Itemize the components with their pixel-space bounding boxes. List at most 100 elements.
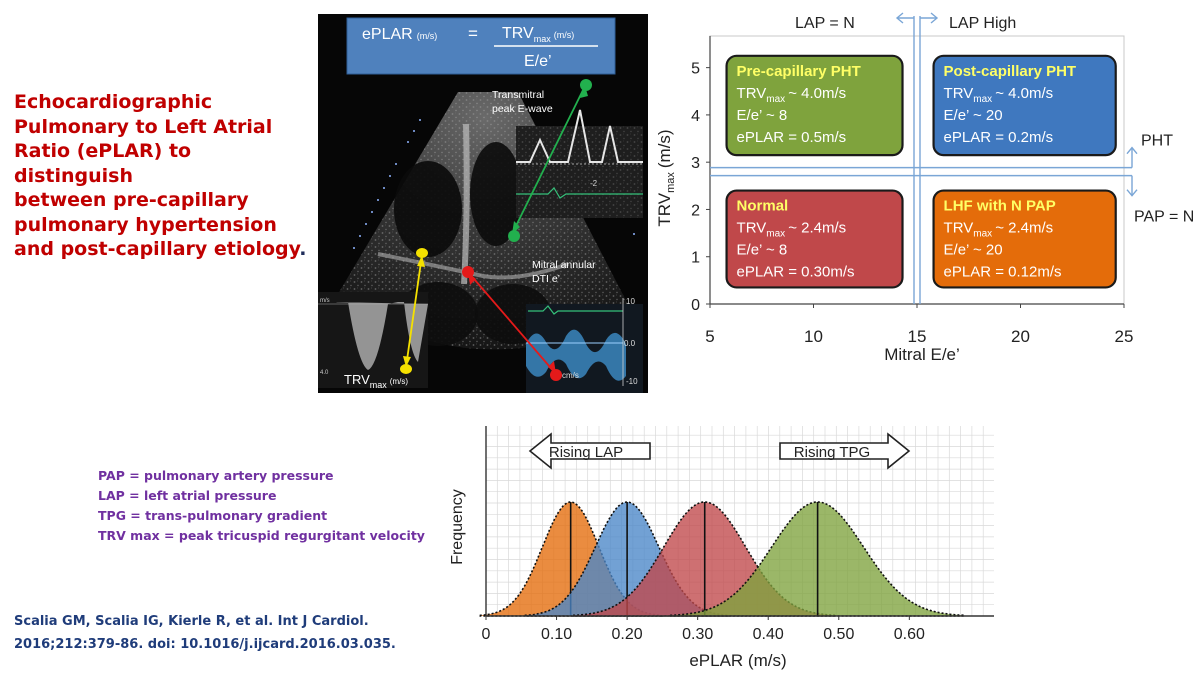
distribution-axes: 0 0.10 0.20 0.30 0.40 0.50 0.60 bbox=[482, 426, 994, 643]
rising-lap-label: Rising LAP bbox=[549, 444, 623, 461]
dti-label-1: Mitral annular bbox=[532, 259, 596, 271]
formula-equals: = bbox=[468, 24, 478, 43]
dti-unit: cm/s bbox=[562, 371, 579, 380]
trv-value: ~ 4.0m/s bbox=[788, 85, 846, 102]
quadrant-x-tick-label: 15 bbox=[908, 327, 927, 346]
e-wave-label-2: peak E-wave bbox=[492, 103, 553, 115]
pht-label: PHT bbox=[1141, 133, 1173, 150]
distribution-x-tick-label: 0 bbox=[482, 626, 491, 643]
title-line-text: and post-capillary etiology bbox=[14, 238, 300, 260]
trv-value: ~ 4.0m/s bbox=[995, 85, 1053, 102]
quadrant-y-tick-label: 5 bbox=[691, 61, 700, 78]
title-line: Echocardiographic bbox=[14, 91, 213, 113]
quadrant-y-tick-label: 3 bbox=[691, 155, 700, 172]
yellow-arrow bbox=[405, 254, 423, 368]
quadrant-y-tick-label: 1 bbox=[691, 250, 700, 267]
quadrant-box-trv: TRVmax ~ 4.0m/s bbox=[944, 85, 1054, 105]
trv-label: TRV bbox=[344, 372, 370, 387]
dti-marker-bottom bbox=[550, 369, 562, 381]
distribution-x-tick-label: 0.30 bbox=[682, 626, 713, 643]
e-wave-label-1: Transmitral bbox=[492, 89, 544, 101]
title-period: . bbox=[299, 238, 307, 260]
quadrant-box-title: Normal bbox=[737, 198, 789, 215]
trv-abbrev: TRV bbox=[737, 85, 767, 102]
trv-label-unit: (m/s) bbox=[390, 377, 409, 386]
trv-abbrev-sub: max bbox=[766, 94, 785, 105]
formula-numerator-unit: (m/s) bbox=[554, 30, 575, 40]
trv-abbrev: TRV bbox=[737, 220, 767, 237]
quadrant-box-post: Post-capillary PHT TRVmax ~ 4.0m/s E/e’ ~ 2… bbox=[932, 54, 1117, 157]
formula-numerator: TRV bbox=[502, 25, 534, 42]
quadrant-y-tick-label: 0 bbox=[691, 297, 700, 314]
formula-lhs: ePLAR bbox=[362, 26, 413, 43]
dti-tick-top: 10 bbox=[626, 297, 635, 306]
citation-line: Scalia GM, Scalia IG, Kierle R, et al. I… bbox=[14, 614, 369, 629]
quadrant-y-tick-label: 2 bbox=[691, 202, 700, 219]
dti-signal bbox=[526, 329, 626, 381]
quadrant-box-title: LHF with N PAP bbox=[944, 198, 1056, 215]
trv-abbrev-sub: max bbox=[973, 229, 992, 240]
svg-text:TRVmax(m/s): TRVmax (m/s) bbox=[655, 129, 677, 226]
quadrant-y-tick-label: 4 bbox=[691, 108, 700, 125]
green-arrow bbox=[511, 85, 586, 235]
distribution-x-axis-label: ePLAR (m/s) bbox=[689, 651, 786, 670]
left-ventricle bbox=[470, 142, 522, 246]
formula-lhs-unit: (m/s) bbox=[417, 31, 438, 41]
title-line: and post-capillary etiology. bbox=[14, 237, 314, 262]
quadrant-box-eplar: ePLAR = 0.30m/s bbox=[737, 264, 855, 281]
quadrant-y-axis-label-sub: max bbox=[665, 172, 677, 193]
trv-marker-top bbox=[416, 248, 428, 258]
distribution-x-tick-label: 0.40 bbox=[753, 626, 784, 643]
quadrant-box-eplar: ePLAR = 0.5m/s bbox=[737, 129, 847, 146]
quadrant-x-axis-label: Mitral E/e’ bbox=[884, 345, 960, 364]
trv-abbrev-sub: max bbox=[973, 94, 992, 105]
quadrant-axes: 0 1 2 3 4 5 5 10 15 20 25 bbox=[691, 36, 1133, 346]
quadrant-box-trv: TRVmax ~ 4.0m/s bbox=[737, 85, 847, 105]
trv-label-sub: max bbox=[370, 380, 388, 390]
quadrant-box-trv: TRVmax ~ 2.4m/s bbox=[944, 220, 1054, 240]
dti-label-2: DTI e’ bbox=[532, 273, 560, 285]
quadrant-box-eplar: ePLAR = 0.2m/s bbox=[944, 129, 1054, 146]
right-ventricle bbox=[394, 161, 462, 257]
lap-normal-label: LAP = N bbox=[795, 15, 855, 32]
quadrant-y-axis-label-unit: (m/s) bbox=[655, 129, 674, 168]
formula-numerator-sub: max bbox=[534, 34, 552, 44]
e-wave-marker-bottom bbox=[508, 230, 520, 242]
quadrant-x-tick-label: 10 bbox=[804, 327, 823, 346]
trv-abbrev: TRV bbox=[944, 85, 974, 102]
distribution-x-tick-label: 0.20 bbox=[612, 626, 643, 643]
quadrant-box-bg bbox=[932, 54, 1117, 157]
svg-text:ePLAR(m/s): ePLAR (m/s) bbox=[362, 26, 437, 43]
trv-value: ~ 2.4m/s bbox=[995, 220, 1053, 237]
svg-text:TRVmax(m/s): TRVmax(m/s) bbox=[344, 372, 408, 390]
rising-tpg-arrow: Rising TPG bbox=[779, 432, 911, 470]
quadrant-box-eplar: ePLAR = 0.12m/s bbox=[944, 264, 1062, 281]
dti-tick-mid: 0.0 bbox=[624, 339, 636, 348]
echo-image: ePLAR (m/s) = TRVmax (m/s) E/e’ -2 Transmi… bbox=[318, 14, 648, 393]
quadrant-box-title: Post-capillary PHT bbox=[944, 63, 1077, 80]
definition-item: TRV max = peak tricuspid regurgitant vel… bbox=[98, 528, 425, 543]
slide-title: Echocardiographic Pulmonary to Left Atri… bbox=[14, 90, 314, 262]
cw-doppler-signal bbox=[336, 302, 428, 370]
definitions-list: PAP = pulmonary artery pressure LAP = le… bbox=[98, 466, 425, 546]
quadrant-box-ee: E/e’ ~ 8 bbox=[737, 107, 788, 124]
quadrant-box-trv: TRVmax ~ 2.4m/s bbox=[737, 220, 847, 240]
quadrant-box-bg bbox=[725, 54, 904, 157]
definition-item: PAP = pulmonary artery pressure bbox=[98, 468, 334, 483]
quadrant-box-ee: E/e’ ~ 20 bbox=[944, 107, 1003, 124]
quadrant-box-lhf: LHF with N PAP TRVmax ~ 2.4m/s E/e’ ~ 20 ePL… bbox=[932, 189, 1117, 289]
quadrant-box-title: Pre-capillary PHT bbox=[737, 63, 861, 80]
definition-item: LAP = left atrial pressure bbox=[98, 488, 277, 503]
e-wave-tick: -2 bbox=[590, 179, 598, 188]
trv-value: ~ 2.4m/s bbox=[788, 220, 846, 237]
distribution-x-tick-label: 0.60 bbox=[894, 626, 925, 643]
quadrant-y-axis-label: TRV bbox=[655, 192, 674, 226]
title-line: Pulmonary to Left Atrial bbox=[14, 115, 273, 138]
quadrant-box-bg bbox=[725, 189, 904, 289]
e-wave-trace bbox=[516, 109, 643, 163]
definition-item: TPG = trans-pulmonary gradient bbox=[98, 508, 328, 523]
red-arrow bbox=[467, 271, 557, 375]
cw-scale-top: m/s bbox=[320, 298, 330, 304]
